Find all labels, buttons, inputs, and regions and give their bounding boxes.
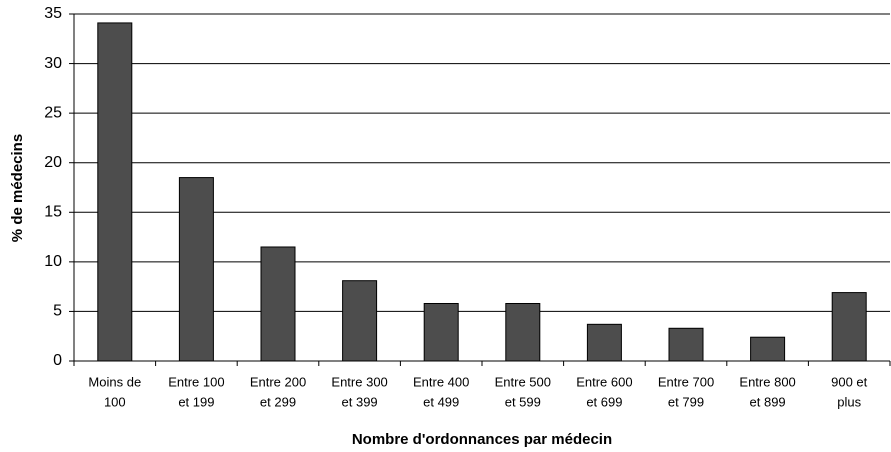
y-tick-label: 0	[53, 352, 62, 369]
y-tick-label: 5	[53, 303, 62, 320]
x-tick-label: Entre 700	[658, 374, 714, 389]
x-tick-label: 100	[104, 394, 126, 409]
y-tick-label: 10	[44, 253, 62, 270]
bar	[586, 323, 622, 362]
bar	[178, 177, 214, 362]
x-tick-label: et 699	[586, 394, 622, 409]
x-tick-label: Entre 300	[331, 374, 387, 389]
bar	[260, 246, 296, 362]
x-tick-label: Entre 200	[250, 374, 306, 389]
x-tick-label: et 599	[505, 394, 541, 409]
x-tick-label: Entre 600	[576, 374, 632, 389]
y-axis-title: % de médecins	[9, 134, 26, 242]
x-tick-label: et 799	[668, 394, 704, 409]
bar	[97, 22, 133, 362]
x-tick-label: plus	[837, 394, 861, 409]
x-axis-title: Nombre d'ordonnances par médecin	[352, 431, 612, 448]
bar	[342, 280, 378, 362]
x-tick-label: et 499	[423, 394, 459, 409]
bar	[668, 327, 704, 362]
x-tick-label: et 399	[342, 394, 378, 409]
x-tick-label: et 299	[260, 394, 296, 409]
y-tick-label: 30	[44, 55, 62, 72]
y-tick-label: 15	[44, 204, 62, 221]
x-tick-label: Entre 500	[495, 374, 551, 389]
bar	[423, 302, 459, 362]
x-tick-label: Entre 800	[739, 374, 795, 389]
x-tick-label: et 899	[750, 394, 786, 409]
bar	[831, 292, 867, 362]
y-tick-label: 25	[44, 104, 62, 121]
bar	[505, 302, 541, 362]
bar	[750, 336, 786, 362]
x-tick-label: Entre 100	[168, 374, 224, 389]
y-tick-label: 35	[44, 5, 62, 22]
y-tick-label: 20	[44, 154, 62, 171]
x-tick-label: Moins de	[88, 374, 141, 389]
x-tick-label: Entre 400	[413, 374, 469, 389]
x-tick-label: et 199	[178, 394, 214, 409]
x-tick-label: 900 et	[831, 374, 868, 389]
